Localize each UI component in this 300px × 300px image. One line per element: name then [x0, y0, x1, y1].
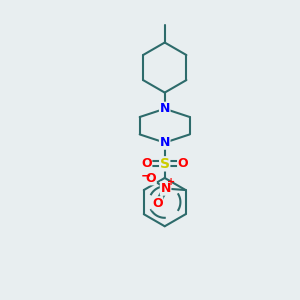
Text: N: N: [160, 102, 170, 115]
Text: N: N: [160, 182, 171, 195]
Text: O: O: [146, 172, 156, 185]
Text: O: O: [178, 157, 188, 170]
Text: S: S: [160, 157, 170, 171]
Text: O: O: [152, 197, 163, 210]
Text: O: O: [141, 157, 152, 170]
Text: N: N: [160, 136, 170, 149]
Text: +: +: [167, 177, 175, 187]
Text: −: −: [140, 169, 151, 182]
